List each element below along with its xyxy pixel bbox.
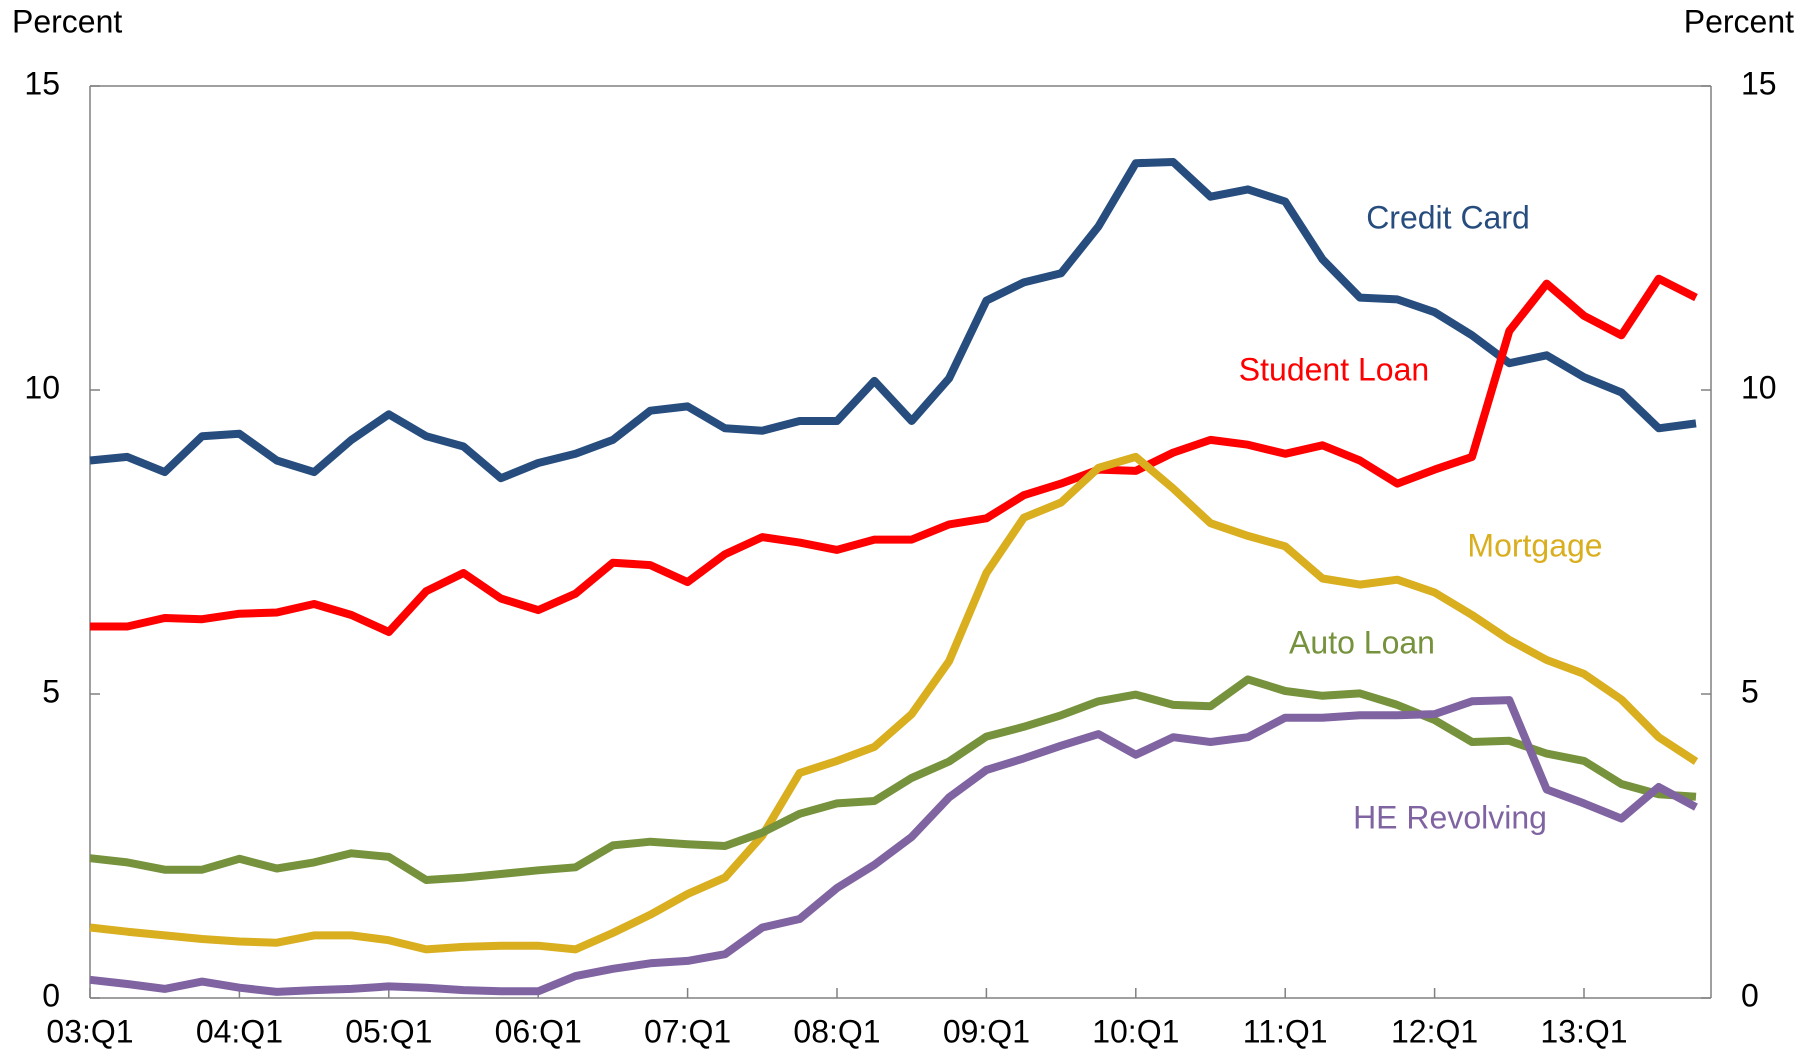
x-tick-label: 09:Q1 xyxy=(943,1013,1030,1049)
series-label: Auto Loan xyxy=(1289,624,1435,660)
x-tick-label: 08:Q1 xyxy=(793,1013,880,1049)
series-line xyxy=(89,158,1697,483)
y-tick-label: 15 xyxy=(24,65,60,101)
y2-tick-label: 15 xyxy=(1741,65,1777,101)
series-line xyxy=(89,696,1698,996)
y2-tick-label: 0 xyxy=(1741,977,1759,1013)
y-tick-label: 5 xyxy=(42,673,60,709)
y2-tick-label: 10 xyxy=(1741,369,1777,405)
x-tick-label: 11:Q1 xyxy=(1243,1013,1328,1049)
x-tick-label: 04:Q1 xyxy=(196,1013,283,1049)
y2-axis-label: Percent xyxy=(1684,3,1794,39)
x-tick-label: 10:Q1 xyxy=(1092,1013,1179,1049)
series-line xyxy=(90,274,1698,636)
series-label: Student Loan xyxy=(1239,351,1429,387)
x-tick-label: 03:Q1 xyxy=(46,1013,133,1049)
y-tick-label: 0 xyxy=(42,977,60,1013)
x-tick-label: 05:Q1 xyxy=(345,1013,432,1049)
y-tick-label: 10 xyxy=(24,369,60,405)
series-label: Credit Card xyxy=(1366,199,1530,235)
x-tick-label: 06:Q1 xyxy=(495,1013,582,1049)
series-label: HE Revolving xyxy=(1353,799,1547,835)
series-line xyxy=(89,452,1699,954)
x-tick-label: 12:Q1 xyxy=(1391,1013,1478,1049)
y2-tick-label: 5 xyxy=(1741,673,1759,709)
x-tick-label: 13:Q1 xyxy=(1540,1013,1627,1049)
x-tick-label: 07:Q1 xyxy=(644,1013,731,1049)
series-label: Mortgage xyxy=(1467,527,1602,563)
y-axis-label: Percent xyxy=(12,3,122,39)
